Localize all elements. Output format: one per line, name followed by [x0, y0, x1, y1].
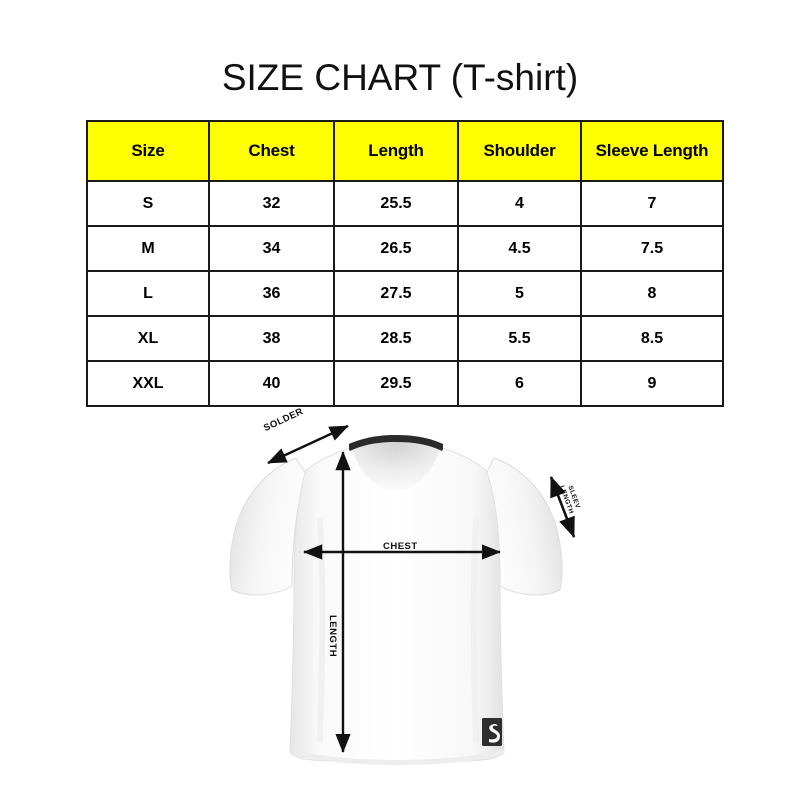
cell-size: XL — [86, 315, 210, 362]
cell-size: M — [86, 225, 210, 272]
cell-chest: 34 — [208, 225, 335, 272]
page-title: SIZE CHART (T-shirt) — [221, 57, 579, 98]
column-header-chest: Chest — [208, 120, 335, 182]
cell-length: 29.5 — [333, 360, 459, 407]
cell-chest: 40 — [208, 360, 335, 407]
table-row: M 34 26.5 4.5 7.5 — [86, 225, 724, 272]
cell-length: 27.5 — [333, 270, 459, 317]
column-header-sleeve-length: Sleeve Length — [580, 120, 724, 182]
cell-sleeve-length: 8 — [580, 270, 724, 317]
cell-shoulder: 4 — [457, 180, 582, 227]
cell-shoulder: 5 — [457, 270, 582, 317]
cell-size: L — [86, 270, 210, 317]
length-measure-label: LENGTH — [327, 615, 338, 658]
neckline — [350, 436, 442, 490]
tshirt-diagram — [200, 400, 620, 800]
cell-sleeve-length: 8.5 — [580, 315, 724, 362]
cell-chest: 36 — [208, 270, 335, 317]
cell-sleeve-length: 9 — [580, 360, 724, 407]
shoulder-measure-arrow — [267, 424, 349, 465]
table-row: XXL 40 29.5 6 9 — [86, 360, 724, 407]
bottom-hem — [293, 749, 505, 765]
collar-band — [349, 435, 443, 451]
cell-length: 28.5 — [333, 315, 459, 362]
cell-length: 26.5 — [333, 225, 459, 272]
table-header-row: Size Chest Length Shoulder Sleeve Length — [86, 120, 724, 182]
cell-chest: 32 — [208, 180, 335, 227]
cell-shoulder: 5.5 — [457, 315, 582, 362]
column-header-size: Size — [86, 120, 210, 182]
size-chart-table: Size Chest Length Shoulder Sleeve Length… — [86, 120, 724, 407]
tshirt-illustration-svg — [229, 424, 576, 765]
cell-sleeve-length: 7.5 — [580, 225, 724, 272]
column-header-length: Length — [333, 120, 459, 182]
brand-tag-icon — [482, 718, 502, 746]
chest-measure-label: CHEST — [383, 541, 418, 552]
cell-shoulder: 4.5 — [457, 225, 582, 272]
cell-length: 25.5 — [333, 180, 459, 227]
table-row: L 36 27.5 5 8 — [86, 270, 724, 317]
cell-size: XXL — [86, 360, 210, 407]
cell-chest: 38 — [208, 315, 335, 362]
left-sleeve — [229, 457, 307, 596]
cell-shoulder: 6 — [457, 360, 582, 407]
cell-sleeve-length: 7 — [580, 180, 724, 227]
table-row: XL 38 28.5 5.5 8.5 — [86, 315, 724, 362]
cell-size: S — [86, 180, 210, 227]
column-header-shoulder: Shoulder — [457, 120, 582, 182]
sleeve-length-measure-arrow — [549, 476, 576, 538]
table-row: S 32 25.5 4 7 — [86, 180, 724, 227]
